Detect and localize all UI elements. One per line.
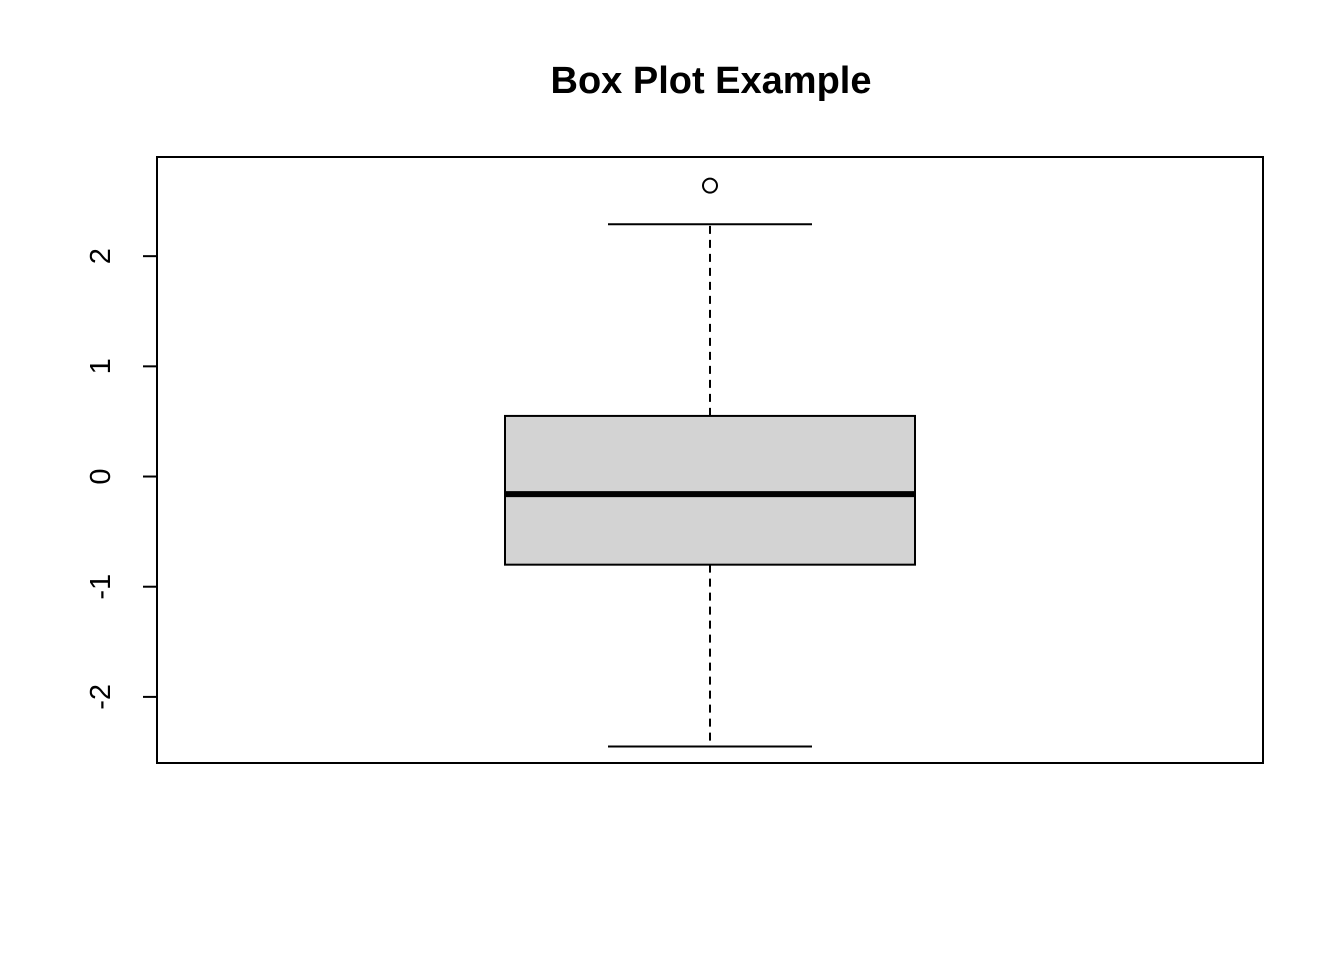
y-tick-label: 2 — [85, 248, 117, 264]
box-plot — [504, 177, 916, 748]
chart-title: Box Plot Example — [551, 60, 872, 102]
y-axis: -2 -1 0 1 2 — [85, 248, 158, 710]
y-tick-label: -1 — [85, 574, 117, 600]
interquartile-box — [504, 414, 916, 566]
y-tick-label: 0 — [85, 468, 117, 484]
outlier-point — [702, 177, 718, 194]
y-tick-label: 1 — [85, 358, 117, 374]
y-tick-label: -2 — [85, 684, 117, 710]
